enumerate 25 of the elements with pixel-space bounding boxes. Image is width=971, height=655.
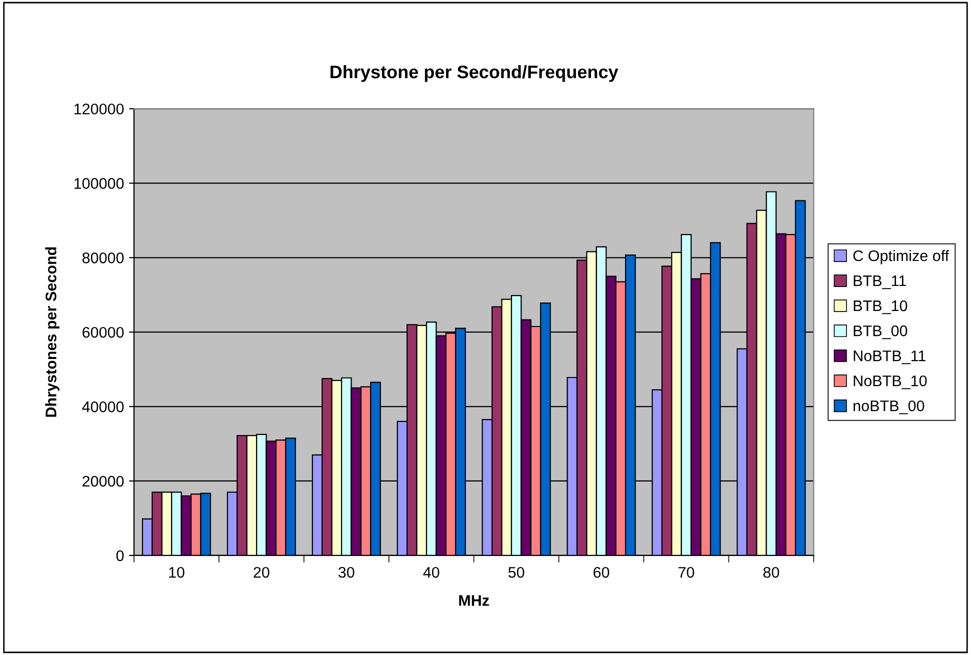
x-tick-label: 60 bbox=[594, 566, 610, 578]
legend-label: C Optimize off bbox=[853, 250, 950, 264]
y-axis-title: Dhrystones per Second bbox=[45, 247, 60, 417]
legend-label: BTB_00 bbox=[854, 325, 908, 340]
y-tick-label: 60000 bbox=[82, 326, 124, 338]
y-tick-label: 80000 bbox=[82, 252, 124, 264]
x-tick-label: 40 bbox=[423, 566, 440, 578]
x-tick-label: 50 bbox=[508, 566, 524, 578]
y-tick-label: 20000 bbox=[82, 476, 124, 487]
x-tick-label: 70 bbox=[678, 566, 694, 578]
y-tick-label: 0 bbox=[116, 550, 124, 562]
y-tick-label: 40000 bbox=[82, 401, 124, 412]
x-tick-label: 80 bbox=[763, 566, 780, 578]
x-tick-label: 20 bbox=[254, 566, 270, 578]
legend-label: NoBTB_10 bbox=[854, 375, 927, 390]
legend-label: noBTB_00 bbox=[854, 400, 924, 414]
legend-label: NoBTB_11 bbox=[854, 350, 926, 364]
x-tick-label: 10 bbox=[169, 566, 184, 578]
y-tick-label: 100000 bbox=[74, 178, 124, 189]
x-tick-label: 30 bbox=[338, 566, 354, 578]
legend-label: BTB_11 bbox=[854, 276, 906, 290]
legend-label: BTB_10 bbox=[854, 300, 908, 314]
chart-title: Dhrystone per Second/Frequency bbox=[330, 65, 618, 82]
x-axis-title: MHz bbox=[459, 595, 489, 606]
y-tick-label: 120000 bbox=[74, 104, 124, 114]
